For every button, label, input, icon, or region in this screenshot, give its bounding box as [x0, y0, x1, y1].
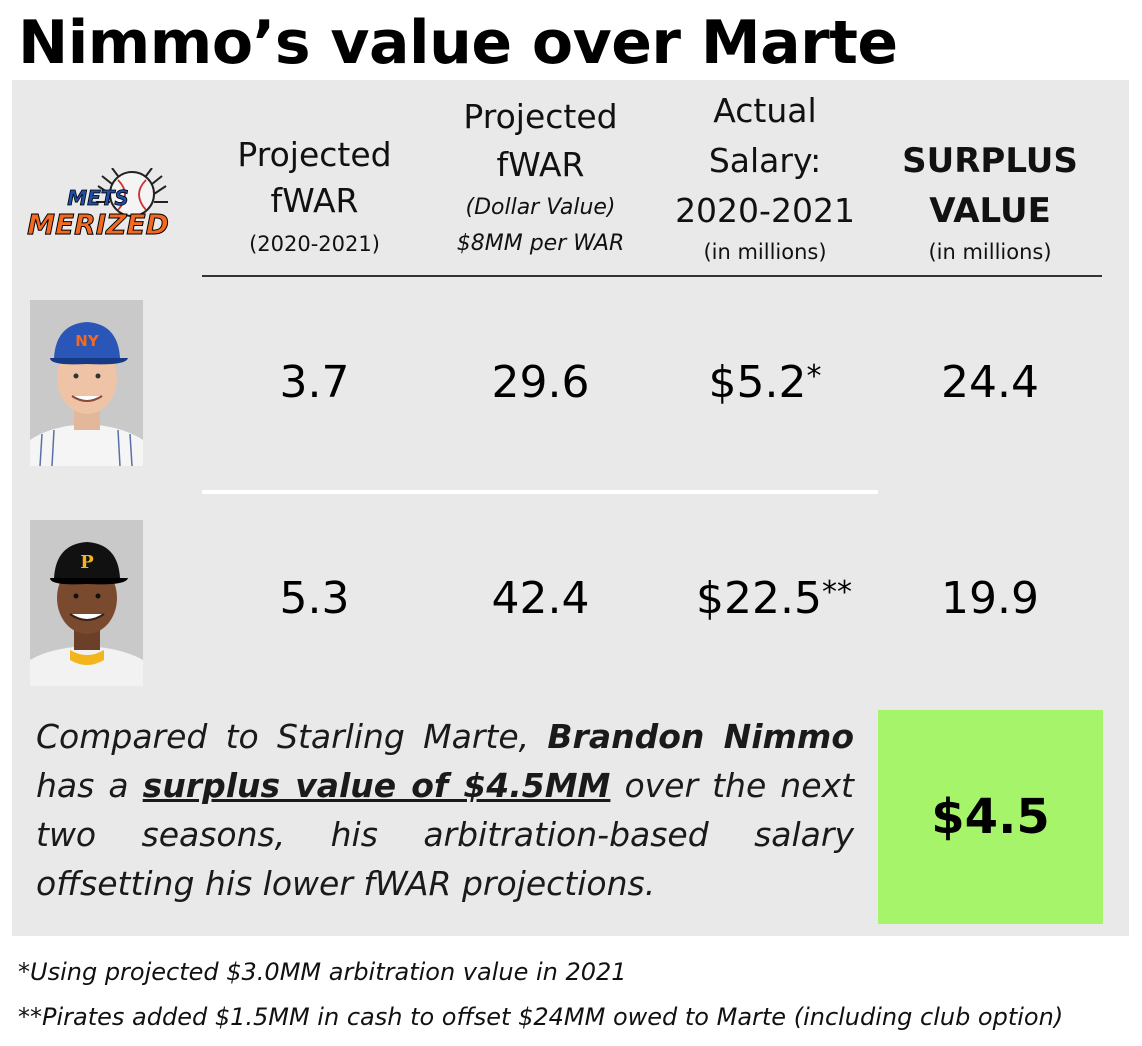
summary-part: Compared to Starling Marte, [36, 717, 548, 756]
header-line: Projected [237, 135, 392, 174]
cap-letters: NY [75, 332, 100, 350]
footnote-2: **Pirates added $1.5MM in cash to offset… [18, 1003, 1064, 1031]
summary-text: Compared to Starling Marte, Brandon Nimm… [36, 712, 854, 908]
header-line: fWAR [270, 181, 359, 220]
player-photo-nimmo: NY [30, 300, 143, 466]
logo-text-merized: MERIZED [27, 208, 169, 241]
nimmo-surplus: 24.4 [941, 357, 1039, 408]
header-divider [202, 275, 1102, 277]
summary-player-name: Brandon Nimmo [547, 717, 854, 756]
header-line: Salary: [708, 141, 822, 180]
player-photo-marte: P [30, 520, 143, 686]
footnote-mark: * [806, 359, 822, 394]
summary-part: over the next two seasons, his arbitrati… [36, 766, 854, 903]
summary-surplus-highlight: surplus value of $4.5MM [142, 766, 611, 805]
header-sub: (2020-2021) [249, 232, 380, 256]
header-line: VALUE [929, 191, 1051, 231]
nimmo-dollar-value: 29.6 [491, 357, 590, 408]
nimmo-fwar: 3.7 [279, 357, 350, 408]
header-sub: (in millions) [928, 240, 1052, 264]
marte-surplus: 19.9 [941, 573, 1039, 624]
header-line: 2020-2021 [675, 191, 855, 230]
header-sub: (Dollar Value) [465, 195, 616, 220]
header-line: fWAR [496, 145, 585, 184]
page-title: Nimmo’s value over Marte [18, 8, 898, 78]
summary-part: has a [36, 766, 143, 805]
header-projected-fwar: Projected fWAR (2020-2021) [212, 130, 417, 260]
header-sub: (in millions) [703, 240, 827, 264]
header-sub: $8MM per WAR [456, 231, 625, 256]
row-divider [202, 490, 878, 494]
header-line: SURPLUS [902, 141, 1078, 181]
cap-letters: P [80, 552, 94, 573]
footnote-mark: ** [821, 575, 852, 610]
surplus-total-box: $4.5 [878, 710, 1103, 924]
surplus-total-value: $4.5 [931, 789, 1050, 845]
header-surplus-value: SURPLUS VALUE (in millions) [885, 136, 1095, 268]
salary-value: $22.5 [696, 573, 822, 624]
logo-text-mets: METS [67, 186, 129, 210]
header-actual-salary: Actual Salary: 2020-2021 (in millions) [660, 86, 870, 268]
mets-merized-logo: METS MERIZED [14, 167, 184, 248]
marte-salary: $22.5** [660, 572, 926, 626]
header-dollar-value: Projected fWAR (Dollar Value) $8MM per W… [428, 92, 653, 262]
marte-dollar-value: 42.4 [491, 573, 590, 624]
nimmo-salary: $5.2* [660, 356, 870, 410]
header-line: Actual [713, 91, 817, 130]
footnote-1: *Using projected $3.0MM arbitration valu… [18, 958, 627, 986]
salary-value: $5.2 [708, 357, 807, 408]
marte-fwar: 5.3 [279, 573, 350, 624]
header-line: Projected [463, 97, 618, 136]
